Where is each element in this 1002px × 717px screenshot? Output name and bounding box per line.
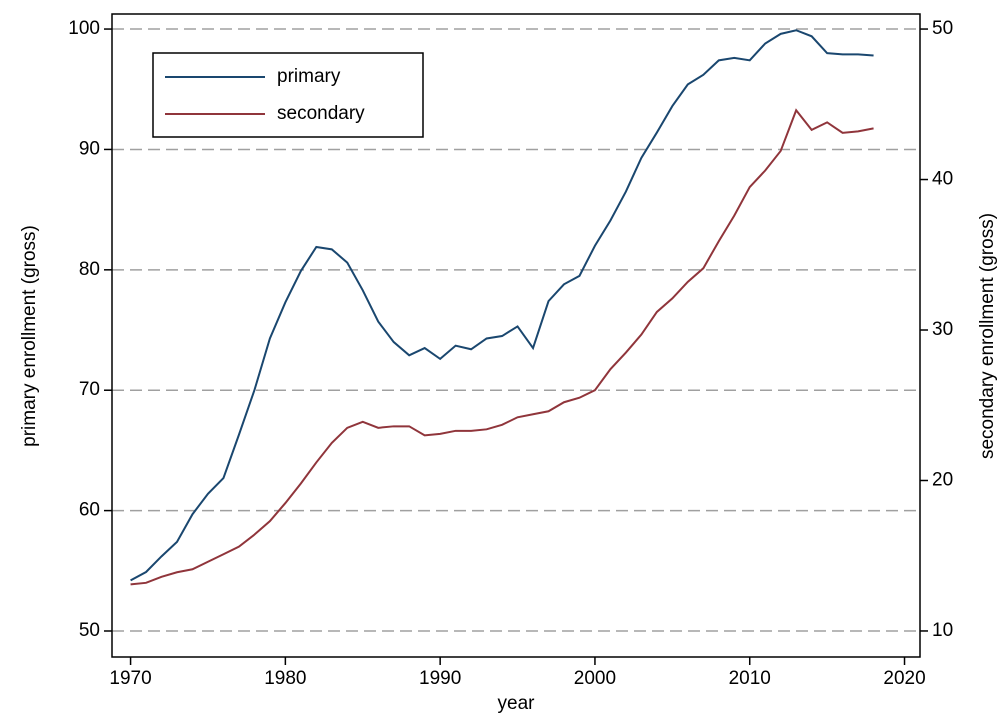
legend-label: primary <box>277 66 341 87</box>
x-tick-label: 2020 <box>883 668 925 689</box>
y2-tick-label: 50 <box>932 18 953 39</box>
x-axis-label: year <box>498 693 536 714</box>
y-tick-label: 90 <box>79 138 100 159</box>
y-tick-label: 70 <box>79 379 100 400</box>
x-tick-label: 1980 <box>264 668 306 689</box>
y2-tick-label: 10 <box>932 620 953 641</box>
y-tick-label: 50 <box>79 620 100 641</box>
x-tick-label: 2010 <box>729 668 771 689</box>
x-tick-label: 1970 <box>109 668 151 689</box>
y-tick-label: 100 <box>68 18 100 39</box>
x-tick-label: 1990 <box>419 668 461 689</box>
legend-label: secondary <box>277 103 365 124</box>
x-tick-label: 2000 <box>574 668 616 689</box>
y-tick-label: 60 <box>79 500 100 521</box>
series-line <box>130 108 874 586</box>
series-line <box>130 29 874 582</box>
y-axis-label: primary enrollment (gross) <box>19 225 40 447</box>
y2-axis-label: secondary enrollment (gross) <box>977 213 998 459</box>
y2-tick-label: 30 <box>932 319 953 340</box>
y-tick-label: 80 <box>79 259 100 280</box>
y2-tick-label: 20 <box>932 470 953 491</box>
legend-box <box>152 52 424 138</box>
plot-frame <box>111 13 921 658</box>
y2-tick-label: 40 <box>932 169 953 190</box>
